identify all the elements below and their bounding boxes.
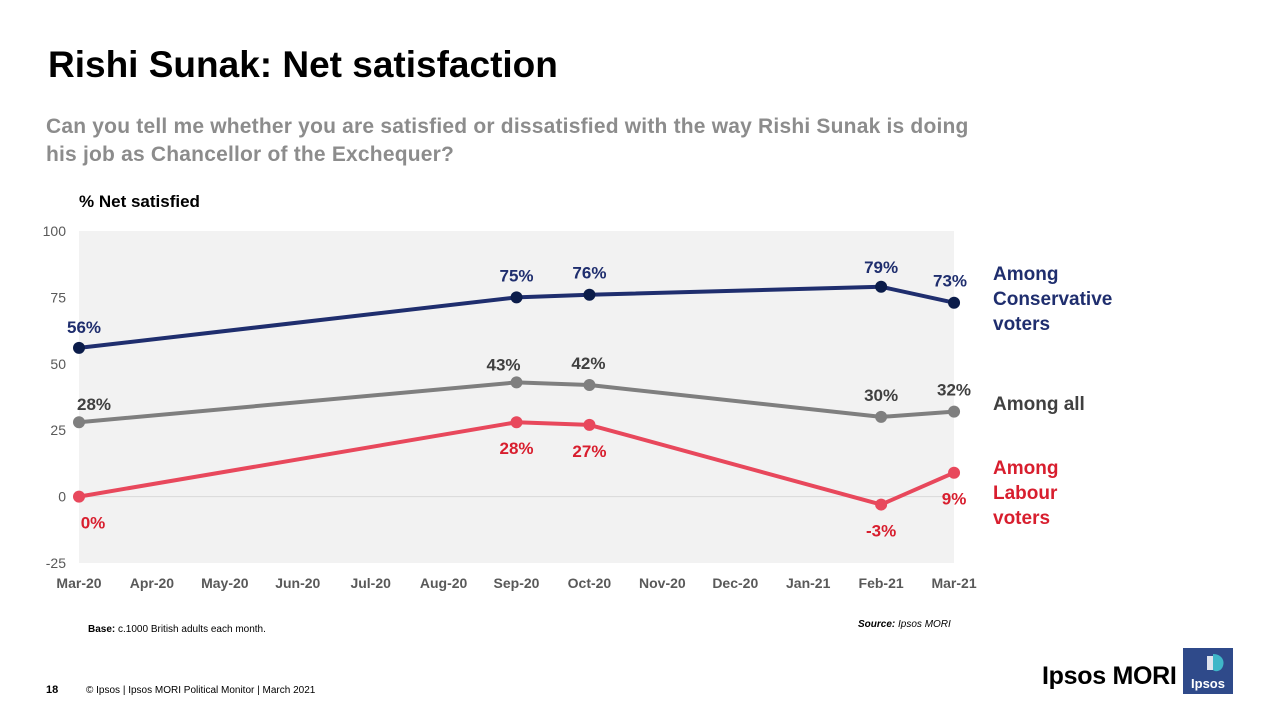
data-label-all: 32% xyxy=(937,381,971,400)
logo-accent-shape xyxy=(1213,654,1224,672)
data-label-labour: 0% xyxy=(81,514,106,533)
data-point-all xyxy=(948,405,961,418)
data-label-labour: 27% xyxy=(572,442,606,461)
x-tick-label: May-20 xyxy=(201,575,249,591)
data-label-all: 28% xyxy=(77,395,111,414)
data-label-labour: 9% xyxy=(942,490,967,509)
data-point-labour xyxy=(948,466,961,479)
x-tick-label: Sep-20 xyxy=(494,575,540,591)
y-tick-label: 75 xyxy=(50,289,66,305)
data-label-all: 43% xyxy=(487,355,521,374)
data-label-all: 42% xyxy=(571,354,605,373)
y-tick-label: 25 xyxy=(50,422,66,438)
x-tick-label: Mar-20 xyxy=(56,575,101,591)
y-tick-label: -25 xyxy=(46,555,66,571)
x-tick-label: Nov-20 xyxy=(639,575,686,591)
data-label-conservative: 56% xyxy=(67,318,101,337)
data-point-conservative xyxy=(583,288,596,301)
data-point-all xyxy=(875,410,888,423)
data-label-conservative: 79% xyxy=(864,258,898,277)
data-label-conservative: 75% xyxy=(500,266,534,285)
base-note: Base: c.1000 British adults each month. xyxy=(88,624,266,635)
x-tick-label: Jul-20 xyxy=(350,575,391,591)
x-tick-label: Mar-21 xyxy=(931,575,976,591)
data-point-labour xyxy=(583,418,596,431)
series-name-all: Among all xyxy=(993,394,1085,415)
x-tick-label: Feb-21 xyxy=(859,575,904,591)
series-name-labour: Labour xyxy=(993,483,1058,504)
data-point-conservative xyxy=(948,296,961,309)
series-name-conservative: Conservative xyxy=(993,289,1112,310)
ipsos-logo-icon: Ipsos xyxy=(1183,648,1233,694)
series-name-labour: voters xyxy=(993,508,1050,529)
x-tick-label: Jan-21 xyxy=(786,575,831,591)
data-label-labour: -3% xyxy=(866,522,896,541)
source-text: Ipsos MORI xyxy=(895,619,951,630)
y-tick-label: 100 xyxy=(43,223,67,239)
x-tick-label: Aug-20 xyxy=(420,575,468,591)
series-name-labour: Among xyxy=(993,458,1058,479)
x-tick-label: Dec-20 xyxy=(712,575,758,591)
data-point-conservative xyxy=(875,280,888,293)
series-name-conservative: Among xyxy=(993,264,1058,285)
logo-text: Ipsos xyxy=(1191,676,1225,691)
data-label-all: 30% xyxy=(864,386,898,405)
line-chart: -25 0 25 50 75 100 Mar-20 Apr-20 May-20 Jun-20 Jul… xyxy=(43,223,1113,591)
brand-name: Ipsos MORI xyxy=(1042,662,1177,690)
y-tick-label: 0 xyxy=(58,489,66,505)
data-label-conservative: 73% xyxy=(933,272,967,291)
data-point-all xyxy=(583,379,596,392)
data-point-all xyxy=(510,376,523,389)
source-note: Source: Ipsos MORI xyxy=(858,619,951,630)
data-point-labour xyxy=(875,498,888,511)
data-point-all xyxy=(73,416,85,429)
data-point-labour xyxy=(510,416,523,429)
data-label-conservative: 76% xyxy=(572,264,606,283)
x-tick-label: Apr-20 xyxy=(130,575,175,591)
base-label: Base: xyxy=(88,624,116,635)
series-name-conservative: voters xyxy=(993,314,1050,335)
y-axis-label: % Net satisfied xyxy=(79,192,200,211)
data-point-conservative xyxy=(510,291,523,304)
page-title: Rishi Sunak: Net satisfaction xyxy=(48,44,558,85)
y-tick-label: 50 xyxy=(50,356,66,372)
source-label: Source: xyxy=(858,619,896,630)
x-tick-label: Jun-20 xyxy=(275,575,320,591)
logo-background xyxy=(1183,648,1233,694)
base-text: c.1000 British adults each month. xyxy=(115,624,266,635)
survey-question: Can you tell me whether you are satisfie… xyxy=(46,115,969,166)
footer-copyright: © Ipsos | Ipsos MORI Political Monitor |… xyxy=(86,685,316,696)
logo-mark xyxy=(1207,656,1213,670)
data-label-labour: 28% xyxy=(500,439,534,458)
data-point-labour xyxy=(73,490,85,503)
data-point-conservative xyxy=(73,341,85,354)
x-tick-label: Oct-20 xyxy=(568,575,612,591)
page-number: 18 xyxy=(46,684,59,696)
plot-area xyxy=(79,231,954,563)
